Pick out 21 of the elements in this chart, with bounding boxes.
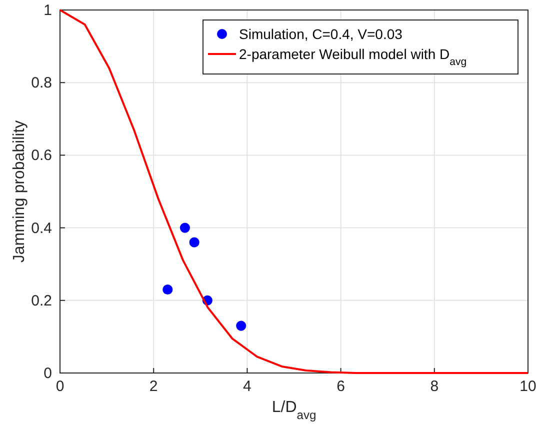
legend-label: 2-parameter Weibull model with D$_{avg}$	[239, 46, 467, 68]
y-tick-label: 0.8	[31, 74, 52, 92]
point	[236, 320, 246, 331]
y-axis-title: Jamming probability	[11, 120, 28, 263]
x-tick-label: 2	[149, 378, 158, 395]
point	[162, 284, 173, 295]
legend-label: Simulation, C=0.4, V=0.03	[239, 26, 403, 42]
y-tick-label: 0.2	[31, 292, 52, 310]
line-series	[59, 9, 529, 374]
y-tick-label: 1	[44, 2, 52, 19]
point	[180, 222, 190, 233]
y-tick-label: 0.6	[31, 147, 52, 164]
x-tick-label: 4	[243, 378, 252, 395]
y-tick-label: 0	[44, 365, 52, 382]
x-tick-label: 10	[520, 378, 536, 395]
y-tick-label: 0.4	[31, 220, 52, 237]
x-tick-label: 8	[430, 378, 439, 395]
x-tick-label: 0	[56, 378, 64, 395]
x-axis-title: L/D$_{avg}$	[272, 399, 316, 422]
x-tick-label: 6	[336, 378, 345, 395]
point	[189, 237, 200, 248]
